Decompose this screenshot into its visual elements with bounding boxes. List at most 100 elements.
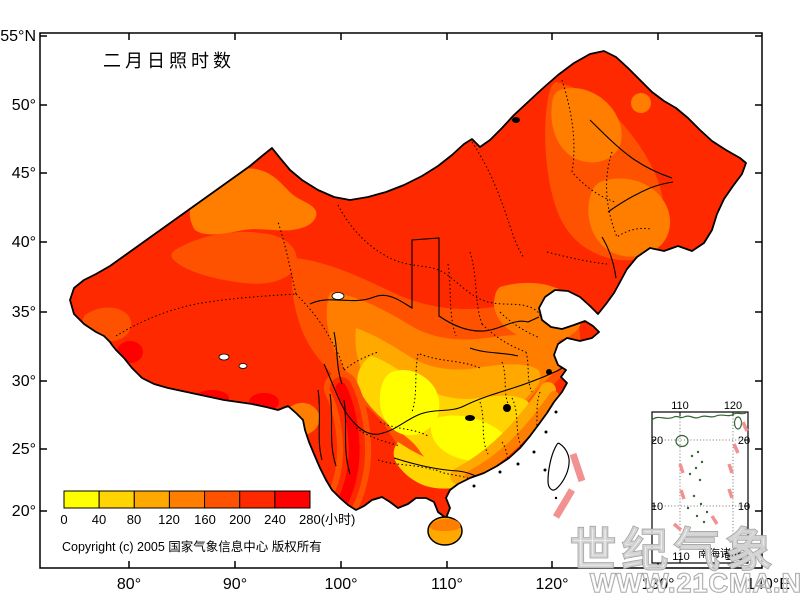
border-tibet-qinghai — [295, 293, 345, 371]
border-xinjiang-tibet — [115, 293, 297, 337]
legend-swatch — [239, 490, 276, 509]
legend-tick: 200 — [229, 512, 251, 527]
y-tick-label: 50° — [12, 97, 36, 114]
taiwan-outline — [547, 442, 570, 491]
border-hubei — [411, 353, 481, 413]
nine-dash-line-main — [552, 452, 586, 519]
axis-ticks — [40, 33, 762, 568]
legend-tick: 160 — [194, 512, 216, 527]
rivers — [309, 119, 674, 480]
x-tick-label: 80° — [117, 576, 141, 593]
province-boundaries — [115, 79, 652, 481]
lakes — [218, 117, 552, 421]
hainan-island — [427, 516, 463, 546]
border-liaoning — [546, 251, 608, 265]
contour-sichuan-core-0-40 — [379, 370, 440, 436]
contour-west-xinjiang-160-200 — [82, 307, 132, 342]
x-tick-label: 90° — [223, 576, 247, 593]
border-ne-3 — [606, 151, 652, 238]
legend-swatch — [274, 490, 311, 509]
yellow-river — [309, 237, 540, 332]
inset-y-label-left: 10 — [651, 501, 663, 513]
contour-coast-band-120-160 — [465, 391, 559, 481]
contour-guangxi-tongue-40-80 — [393, 442, 469, 489]
inset-y-label-right: 20 — [738, 435, 750, 447]
border-jiangsu-anhui — [501, 351, 533, 409]
inset-x-label-top: 120 — [724, 400, 742, 412]
legend-unit-label: 280(小时) — [299, 512, 355, 527]
coastal-island-dots — [472, 410, 558, 500]
tibet-lake-1 — [218, 353, 230, 361]
liao-river — [601, 236, 617, 279]
map-title: 二月日照时数 — [103, 51, 235, 71]
border-ne-2 — [561, 79, 616, 203]
x-tick-label: 120° — [535, 576, 568, 593]
border-hunan-jiangxi — [479, 397, 523, 455]
poyang-lake — [503, 404, 511, 412]
legend-tick: 240 — [264, 512, 286, 527]
y-axis-labels: 55°N 50° 45° 40° 35° 30° 25° 20° — [0, 28, 36, 520]
legend-swatch — [133, 490, 170, 509]
huai-river — [469, 347, 519, 357]
hulun-lake — [512, 117, 520, 123]
y-tick-label: 25° — [12, 441, 36, 458]
qinghai-lake — [331, 292, 345, 300]
taihu-lake — [546, 369, 552, 375]
yangtze-river — [323, 363, 567, 435]
inset-x-label-bottom: 110 — [672, 551, 690, 563]
inset-coastline — [651, 412, 747, 421]
legend-tick: 80 — [127, 512, 141, 527]
contour-west-spot-240-280 — [117, 341, 143, 363]
inset-y-label-right: 10 — [738, 501, 750, 513]
legend-swatch — [63, 490, 100, 509]
inset-y-label-left: 20 — [651, 435, 663, 447]
x-tick-label: 140°E — [746, 576, 790, 593]
hainan-north-band — [430, 518, 461, 531]
legend-colorbar — [63, 490, 311, 509]
contour-ne-spot-120-160 — [631, 93, 651, 113]
dongting-lake — [465, 415, 475, 421]
inset-frame — [651, 411, 749, 564]
legend-swatch — [168, 490, 206, 509]
y-tick-label: 35° — [12, 304, 36, 321]
y-tick-label: 30° — [12, 373, 36, 390]
plot-frame — [39, 32, 763, 569]
x-tick-label: 130° — [641, 576, 674, 593]
x-tick-label: 110° — [431, 576, 463, 593]
dash-segment — [569, 452, 586, 483]
legend-swatch — [98, 490, 135, 509]
tibet-lake-2 — [238, 363, 248, 369]
border-zhejiang — [533, 391, 541, 439]
watermark-cn: 世纪气象 — [570, 524, 778, 576]
contour-ne-patch-b-120-160 — [588, 178, 671, 257]
contour-ne-patch-a-120-160 — [551, 87, 622, 163]
south-china-sea-inset: 110 120 110 120 20 10 20 10 南海诸岛 — [651, 400, 750, 564]
border-guizhou — [377, 421, 435, 471]
yalong-river — [333, 331, 343, 385]
x-axis-labels: 80° 90° 100° 110° 120° 130° 140°E — [117, 576, 790, 593]
legend-tick-labels: 0 40 80 120 160 200 240 280(小时) — [60, 512, 355, 527]
songhua-river — [589, 119, 674, 213]
contour-south-xinjiang-160-200 — [171, 231, 297, 284]
contour-yunnan-core-240-280 — [335, 382, 360, 507]
inset-title: 南海诸岛 — [698, 546, 742, 560]
copyright-text: Copyright (c) 2005 国家气象信息中心 版权所有 — [62, 539, 322, 554]
yunnan-rivers — [317, 389, 351, 475]
dash-segment — [552, 488, 576, 519]
watermark-url: WWW.21CMA.NET — [590, 568, 802, 598]
inset-nine-dash-line — [672, 421, 749, 532]
legend-swatch — [204, 490, 241, 509]
legend-tick: 0 — [60, 512, 67, 527]
legend-tick: 120 — [158, 512, 180, 527]
x-tick-label: 100° — [324, 576, 357, 593]
border-henan — [481, 323, 527, 353]
y-tick-label: 40° — [12, 234, 36, 251]
inset-island-dots — [686, 450, 709, 524]
inset-hainan — [675, 434, 689, 448]
china-outline — [69, 50, 747, 519]
inset-taiwan — [733, 416, 743, 430]
y-tick-label: 55°N — [0, 28, 36, 45]
inset-x-label-bottom: 120 — [725, 551, 743, 563]
legend: 0 40 80 120 160 200 240 280(小时) Copyrigh… — [60, 490, 355, 554]
